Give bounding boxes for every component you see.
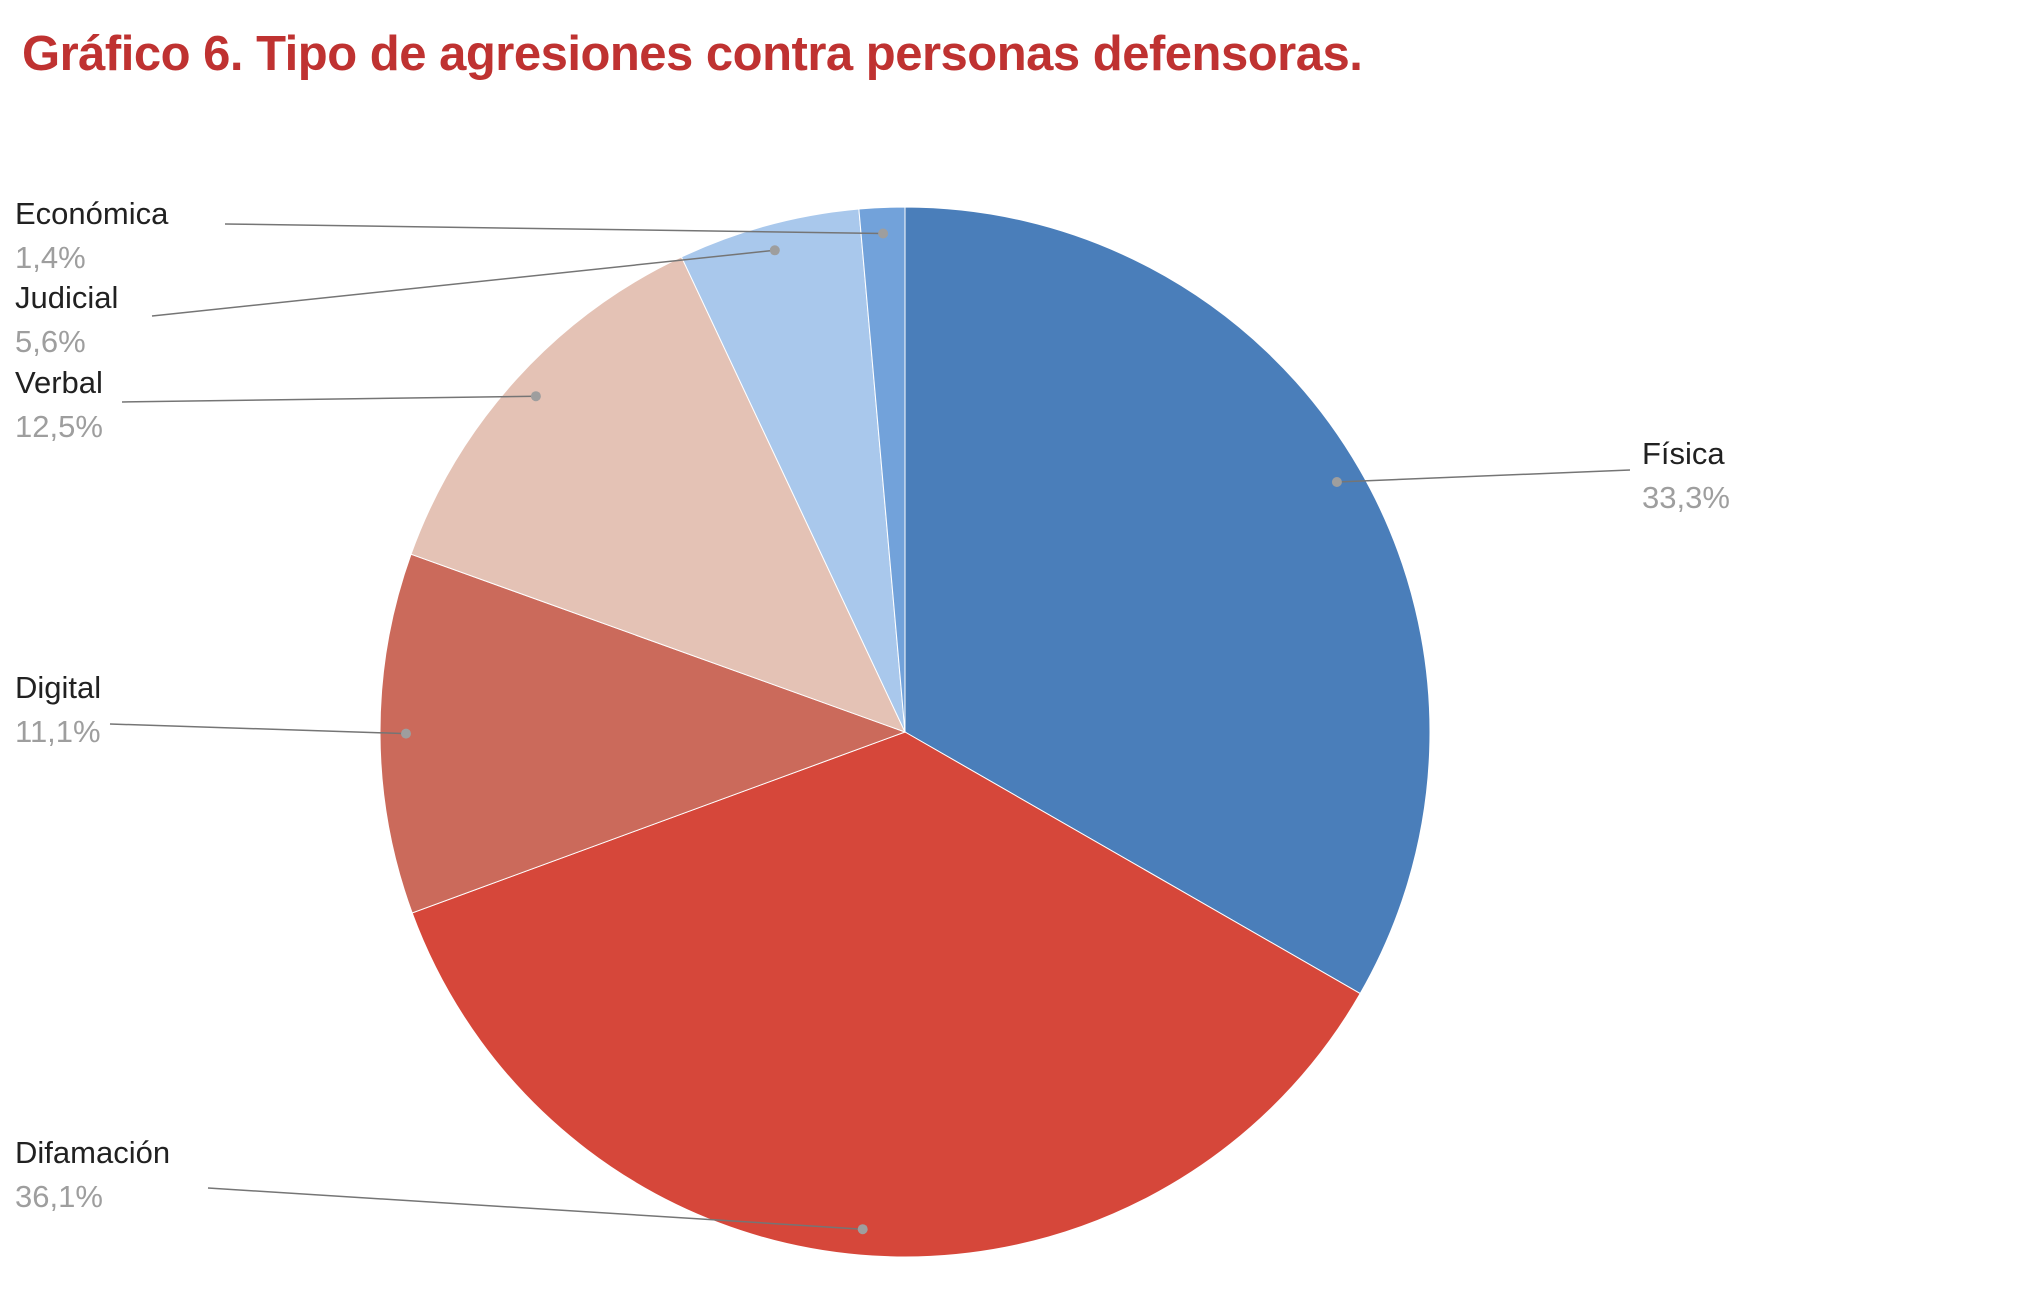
leader-line-fisica [1336, 469, 1631, 483]
leader-line-judicial [151, 249, 775, 317]
pie-slices [379, 206, 1431, 1258]
leader-dot-difamacion [857, 1224, 868, 1235]
leader-line-economica [224, 223, 884, 235]
pie-slice-digital [379, 553, 907, 914]
leader-dot-judicial [769, 245, 780, 256]
leader-dot-economica [878, 228, 889, 239]
pie-slice-verbal [410, 256, 906, 733]
leader-line-verbal [121, 395, 536, 403]
leader-line-difamacion [207, 1187, 863, 1230]
pie-slice-economica [858, 206, 906, 733]
pie-slice-fisica [904, 206, 1431, 995]
leader-dot-verbal [530, 391, 541, 402]
leader-lines [109, 223, 1631, 1235]
leader-dot-fisica [1331, 477, 1342, 487]
chart-title: Gráfico 6. Tipo de agresiones contra per… [22, 27, 1363, 81]
leader-line-digital [109, 723, 407, 735]
pie-slice-judicial [680, 208, 906, 733]
pie-slice-difamacion [411, 731, 1361, 1258]
leader-dot-digital [401, 728, 411, 739]
